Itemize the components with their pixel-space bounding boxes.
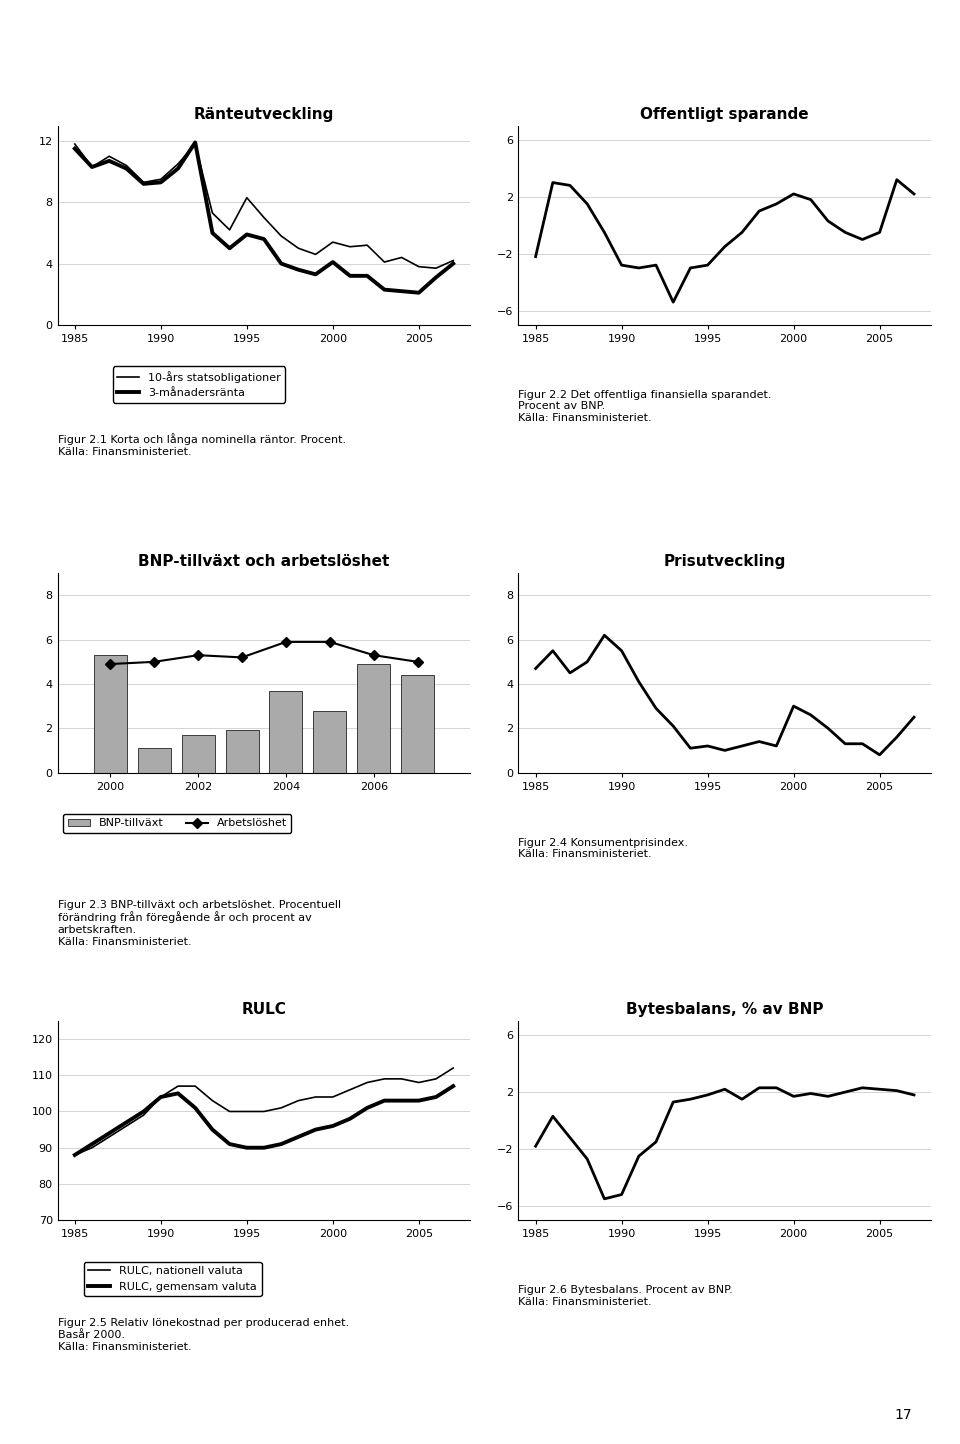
Text: 17: 17 bbox=[895, 1408, 912, 1422]
Legend: BNP-tillväxt, Arbetslöshet: BNP-tillväxt, Arbetslöshet bbox=[63, 814, 292, 833]
Title: Ränteutveckling: Ränteutveckling bbox=[194, 107, 334, 121]
Text: Figur 2.4 Konsumentprisindex.
Källa: Finansministeriet.: Figur 2.4 Konsumentprisindex. Källa: Fin… bbox=[518, 838, 688, 859]
Title: Offentligt sparande: Offentligt sparande bbox=[640, 107, 809, 121]
Bar bbox=[270, 690, 302, 773]
Text: Figur 2.2 Det offentliga finansiella sparandet.
Procent av BNP.
Källa: Finansmin: Figur 2.2 Det offentliga finansiella spa… bbox=[518, 390, 772, 423]
Bar bbox=[181, 735, 215, 773]
Bar bbox=[226, 731, 258, 773]
Text: Figur 2.5 Relativ lönekostnad per producerad enhet.
Basår 2000.
Källa: Finansmin: Figur 2.5 Relativ lönekostnad per produc… bbox=[58, 1318, 348, 1352]
Title: BNP-tillväxt och arbetslöshet: BNP-tillväxt och arbetslöshet bbox=[138, 554, 390, 569]
Bar bbox=[313, 710, 347, 773]
Title: Bytesbalans, % av BNP: Bytesbalans, % av BNP bbox=[626, 1002, 824, 1017]
Legend: RULC, nationell valuta, RULC, gemensam valuta: RULC, nationell valuta, RULC, gemensam v… bbox=[84, 1262, 261, 1297]
Bar bbox=[357, 664, 391, 773]
Text: Figur 2.6 Bytesbalans. Procent av BNP.
Källa: Finansministeriet.: Figur 2.6 Bytesbalans. Procent av BNP. K… bbox=[518, 1285, 733, 1307]
Title: Prisutveckling: Prisutveckling bbox=[663, 554, 786, 569]
Bar bbox=[137, 748, 171, 773]
Text: Figur 2.3 BNP-tillväxt och arbetslöshet. Procentuell
förändring från föregående : Figur 2.3 BNP-tillväxt och arbetslöshet.… bbox=[58, 900, 341, 947]
Legend: 10-års statsobligationer, 3-månadersränta: 10-års statsobligationer, 3-månadersränt… bbox=[112, 367, 285, 403]
Bar bbox=[401, 676, 434, 773]
Bar bbox=[94, 656, 127, 773]
Title: RULC: RULC bbox=[242, 1002, 286, 1017]
Text: Figur 2.1 Korta och långa nominella räntor. Procent.
Källa: Finansministeriet.: Figur 2.1 Korta och långa nominella ränt… bbox=[58, 433, 346, 456]
